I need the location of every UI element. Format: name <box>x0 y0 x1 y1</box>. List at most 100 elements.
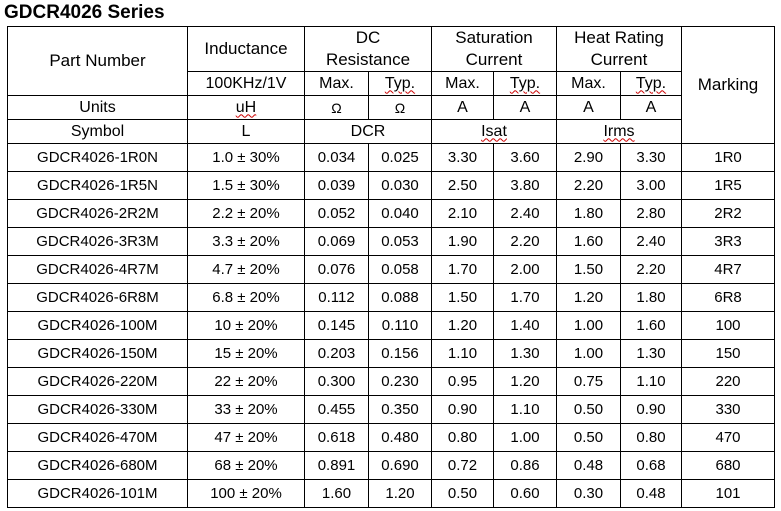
marking-cell: 330 <box>681 395 775 424</box>
table-row: GDCR4026-150M 15 ± 20% 0.203 0.156 1.10 1.30 1… <box>7 339 775 368</box>
unit-inductance-text: uH <box>235 98 257 116</box>
dcr-max-cell: 0.145 <box>304 311 369 340</box>
inductance-cell: 47 ± 20% <box>187 423 305 452</box>
part-number-cell: GDCR4026-470M <box>7 423 188 452</box>
part-number-cell: GDCR4026-101M <box>7 479 188 508</box>
dcr-max-cell: 0.052 <box>304 199 369 228</box>
dcr-typ-cell: 0.058 <box>368 255 432 284</box>
header-heat-line-1: Heat Rating <box>574 28 664 47</box>
isat-max-cell: 0.90 <box>431 395 494 424</box>
isat-max-cell: 1.90 <box>431 227 494 256</box>
header-test-condition: 100KHz/1V <box>187 71 305 96</box>
isat-typ-cell: 1.40 <box>493 311 557 340</box>
inductance-cell: 1.5 ± 30% <box>187 171 305 200</box>
inductance-cell: 2.2 ± 20% <box>187 199 305 228</box>
table-row: GDCR4026-220M 22 ± 20% 0.300 0.230 0.95 1.20 0… <box>7 367 775 396</box>
header-isat-max: Max. <box>431 71 494 96</box>
irms-max-cell: 1.00 <box>556 339 621 368</box>
isat-max-cell: 2.50 <box>431 171 494 200</box>
irms-max-cell: 0.50 <box>556 423 621 452</box>
dcr-max-cell: 0.039 <box>304 171 369 200</box>
marking-cell: 680 <box>681 451 775 480</box>
table-row: GDCR4026-6R8M 6.8 ± 20% 0.112 0.088 1.50 1.70… <box>7 283 775 312</box>
table-row: GDCR4026-100M 10 ± 20% 0.145 0.110 1.20 1.40 1… <box>7 311 775 340</box>
dcr-max-cell: 0.891 <box>304 451 369 480</box>
dcr-typ-cell: 1.20 <box>368 479 432 508</box>
irms-max-cell: 1.80 <box>556 199 621 228</box>
irms-max-cell: 2.90 <box>556 143 621 172</box>
dcr-typ-cell: 0.110 <box>368 311 432 340</box>
dcr-typ-cell: 0.088 <box>368 283 432 312</box>
isat-max-cell: 1.70 <box>431 255 494 284</box>
header-part-number: Part Number <box>7 26 188 96</box>
header-isat-typ-text: Typ. <box>509 74 541 92</box>
dcr-typ-cell: 0.480 <box>368 423 432 452</box>
irms-typ-cell: 0.80 <box>620 423 682 452</box>
header-irms-typ: Typ. <box>620 71 682 96</box>
dcr-max-cell: 0.112 <box>304 283 369 312</box>
dcr-max-cell: 0.455 <box>304 395 369 424</box>
unit-irms-typ: A <box>620 95 682 120</box>
isat-max-cell: 0.80 <box>431 423 494 452</box>
irms-max-cell: 0.50 <box>556 395 621 424</box>
dcr-typ-cell: 0.040 <box>368 199 432 228</box>
irms-max-cell: 1.50 <box>556 255 621 284</box>
symbol-irms: Irms <box>556 119 682 144</box>
table-row: GDCR4026-680M 68 ± 20% 0.891 0.690 0.72 0.86 0… <box>7 451 775 480</box>
header-isat-typ: Typ. <box>493 71 557 96</box>
marking-cell: 220 <box>681 367 775 396</box>
part-number-cell: GDCR4026-4R7M <box>7 255 188 284</box>
isat-typ-cell: 1.00 <box>493 423 557 452</box>
irms-typ-cell: 1.30 <box>620 339 682 368</box>
isat-typ-cell: 0.60 <box>493 479 557 508</box>
irms-typ-cell: 1.80 <box>620 283 682 312</box>
isat-max-cell: 0.50 <box>431 479 494 508</box>
irms-typ-cell: 2.20 <box>620 255 682 284</box>
isat-max-cell: 1.50 <box>431 283 494 312</box>
dcr-typ-cell: 0.690 <box>368 451 432 480</box>
inductance-cell: 100 ± 20% <box>187 479 305 508</box>
marking-cell: 1R0 <box>681 143 775 172</box>
dcr-typ-cell: 0.230 <box>368 367 432 396</box>
inductance-cell: 33 ± 20% <box>187 395 305 424</box>
irms-typ-cell: 1.10 <box>620 367 682 396</box>
isat-typ-cell: 3.80 <box>493 171 557 200</box>
inductance-cell: 1.0 ± 30% <box>187 143 305 172</box>
isat-max-cell: 1.20 <box>431 311 494 340</box>
symbol-label: Symbol <box>7 119 188 144</box>
dcr-max-cell: 1.60 <box>304 479 369 508</box>
isat-typ-cell: 3.60 <box>493 143 557 172</box>
irms-typ-cell: 0.90 <box>620 395 682 424</box>
table-row: GDCR4026-470M 47 ± 20% 0.618 0.480 0.80 1.00 0… <box>7 423 775 452</box>
isat-typ-cell: 2.00 <box>493 255 557 284</box>
marking-cell: 1R5 <box>681 171 775 200</box>
irms-max-cell: 0.30 <box>556 479 621 508</box>
table-row: GDCR4026-2R2M 2.2 ± 20% 0.052 0.040 2.10 2.40… <box>7 199 775 228</box>
dcr-typ-cell: 0.053 <box>368 227 432 256</box>
table-row: GDCR4026-330M 33 ± 20% 0.455 0.350 0.90 1.10 0… <box>7 395 775 424</box>
inductance-cell: 10 ± 20% <box>187 311 305 340</box>
inductance-cell: 4.7 ± 20% <box>187 255 305 284</box>
part-number-cell: GDCR4026-220M <box>7 367 188 396</box>
part-number-cell: GDCR4026-6R8M <box>7 283 188 312</box>
part-number-cell: GDCR4026-1R0N <box>7 143 188 172</box>
header-dc-line-2: Resistance <box>325 50 411 69</box>
table-row: GDCR4026-101M 100 ± 20% 1.60 1.20 0.50 0.60 0.… <box>7 479 775 508</box>
header-sat-line-2: Current <box>465 50 523 69</box>
header-sat-line-1: Saturation <box>455 28 533 47</box>
unit-dcr-max: Ω <box>304 95 369 120</box>
unit-irms-max: A <box>556 95 621 120</box>
dcr-max-cell: 0.034 <box>304 143 369 172</box>
symbol-irms-text: Irms <box>603 122 635 140</box>
spec-table: Part Number Inductance DC Resistance Satu… <box>7 26 775 508</box>
header-irms-max: Max. <box>556 71 621 96</box>
dcr-max-cell: 0.300 <box>304 367 369 396</box>
isat-typ-cell: 2.40 <box>493 199 557 228</box>
irms-max-cell: 0.75 <box>556 367 621 396</box>
header-dc-line-1: DC <box>355 28 381 47</box>
marking-cell: 4R7 <box>681 255 775 284</box>
header-dcr-typ: Typ. <box>368 71 432 96</box>
isat-max-cell: 1.10 <box>431 339 494 368</box>
table-row: GDCR4026-1R0N 1.0 ± 30% 0.034 0.025 3.30 3.60… <box>7 143 775 172</box>
irms-max-cell: 1.00 <box>556 311 621 340</box>
